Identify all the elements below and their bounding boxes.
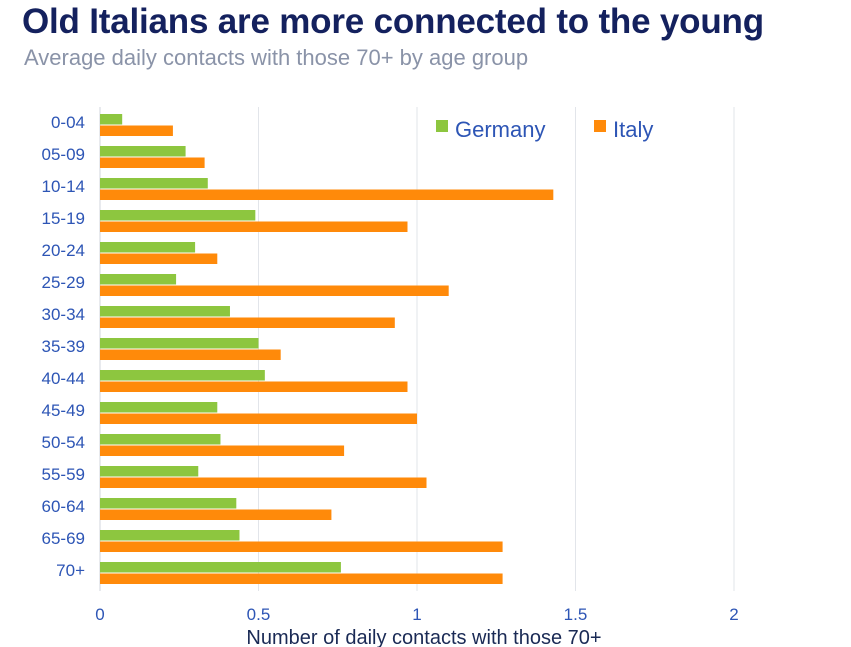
bar-germany-50-54 <box>100 434 221 445</box>
bar-italy-60-64 <box>100 509 332 520</box>
bar-germany-10-14 <box>100 178 208 189</box>
bar-italy-50-54 <box>100 445 345 456</box>
x-tick-label: 0 <box>95 605 104 624</box>
bar-italy-65-69 <box>100 541 503 552</box>
category-label: 50-54 <box>42 433 85 452</box>
chart-title: Old Italians are more connected to the y… <box>22 2 764 41</box>
bar-germany-65-69 <box>100 530 240 541</box>
x-tick-labels: 0 0.5 1 1.5 2 <box>95 605 738 624</box>
category-label: 30-34 <box>42 305 85 324</box>
legend-swatch-italy <box>594 120 606 132</box>
category-labels: 0-04 05-09 10-14 15-19 20-24 25-29 30-34 35-39 4… <box>42 113 86 580</box>
category-label: 15-19 <box>42 209 85 228</box>
bar-italy-15-19 <box>100 221 408 232</box>
legend-swatch-germany <box>436 120 448 132</box>
legend-label-germany: Germany <box>455 117 545 142</box>
bar-italy-20-24 <box>100 253 218 264</box>
category-label: 05-09 <box>42 145 85 164</box>
bar-italy-45-49 <box>100 413 417 424</box>
legend: Germany Italy <box>436 117 653 142</box>
bar-germany-0-04 <box>100 114 123 125</box>
bar-germany-35-39 <box>100 338 259 349</box>
chart-subtitle: Average daily contacts with those 70+ by… <box>24 45 529 70</box>
category-label: 60-64 <box>42 497 85 516</box>
bar-germany-70+ <box>100 562 341 573</box>
bar-germany-30-34 <box>100 306 230 317</box>
category-label: 45-49 <box>42 401 85 420</box>
bar-italy-35-39 <box>100 349 281 360</box>
x-axis-label: Number of daily contacts with those 70+ <box>246 627 601 647</box>
category-label: 65-69 <box>42 529 85 548</box>
bar-italy-30-34 <box>100 317 395 328</box>
x-tick-label: 0.5 <box>247 605 271 624</box>
category-label: 70+ <box>56 561 85 580</box>
bar-italy-10-14 <box>100 189 554 200</box>
x-tick-label: 1 <box>412 605 421 624</box>
bar-italy-40-44 <box>100 381 408 392</box>
category-label: 20-24 <box>42 241 85 260</box>
bar-italy-0-04 <box>100 125 173 136</box>
x-tick-label: 1.5 <box>564 605 588 624</box>
bar-germany-40-44 <box>100 370 265 381</box>
category-label: 40-44 <box>42 369 85 388</box>
category-label: 25-29 <box>42 273 85 292</box>
bar-germany-55-59 <box>100 466 199 477</box>
x-tick-label: 2 <box>729 605 738 624</box>
bar-italy-55-59 <box>100 477 427 488</box>
category-label: 55-59 <box>42 465 85 484</box>
bar-italy-70+ <box>100 573 503 584</box>
bar-germany-15-19 <box>100 210 256 221</box>
category-label: 0-04 <box>51 113 85 132</box>
bar-germany-05-09 <box>100 146 186 157</box>
bar-italy-25-29 <box>100 285 449 296</box>
category-label: 10-14 <box>42 177 85 196</box>
bar-germany-45-49 <box>100 402 218 413</box>
bar-italy-05-09 <box>100 157 205 168</box>
legend-label-italy: Italy <box>613 117 653 142</box>
bar-germany-25-29 <box>100 274 177 285</box>
bars <box>100 114 554 584</box>
bar-germany-20-24 <box>100 242 196 253</box>
bar-germany-60-64 <box>100 498 237 509</box>
category-label: 35-39 <box>42 337 85 356</box>
